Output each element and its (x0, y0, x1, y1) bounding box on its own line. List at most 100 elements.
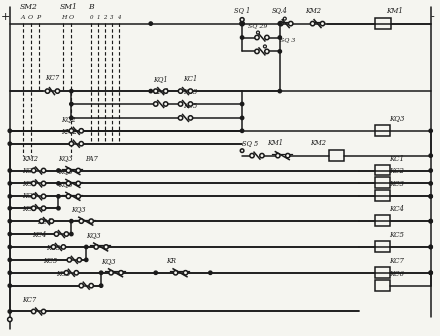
Circle shape (70, 219, 73, 223)
Text: KC2: KC2 (389, 167, 404, 175)
Circle shape (8, 169, 11, 172)
Text: KC3: KC3 (22, 205, 36, 213)
Text: B: B (88, 3, 94, 11)
Circle shape (429, 182, 433, 185)
Circle shape (31, 194, 36, 199)
Circle shape (109, 270, 113, 275)
Circle shape (70, 233, 73, 236)
Circle shape (164, 102, 168, 106)
Circle shape (310, 22, 315, 26)
Circle shape (49, 219, 54, 223)
Circle shape (57, 182, 60, 185)
Text: KQ3: KQ3 (86, 231, 101, 239)
Circle shape (8, 207, 11, 210)
Circle shape (76, 181, 81, 185)
Text: KC7: KC7 (389, 257, 404, 265)
Circle shape (209, 271, 212, 275)
Text: KC7: KC7 (46, 74, 60, 82)
Circle shape (67, 258, 72, 262)
Text: +: + (1, 12, 11, 22)
Circle shape (8, 195, 11, 198)
Circle shape (89, 284, 93, 288)
Text: -: - (431, 12, 435, 22)
Circle shape (8, 310, 11, 313)
Circle shape (429, 245, 433, 249)
Text: SQ.4: SQ.4 (272, 7, 288, 15)
Circle shape (154, 102, 158, 106)
Text: KQ3: KQ3 (101, 257, 116, 265)
Circle shape (178, 116, 183, 120)
Circle shape (240, 149, 244, 153)
Circle shape (255, 49, 259, 53)
Circle shape (275, 154, 280, 158)
Circle shape (79, 219, 84, 223)
Text: KC6: KC6 (56, 270, 71, 278)
Circle shape (31, 206, 36, 210)
Text: KQ3: KQ3 (71, 205, 86, 213)
Text: 1: 1 (96, 15, 100, 19)
Circle shape (69, 129, 73, 133)
Circle shape (429, 129, 433, 132)
Circle shape (8, 245, 11, 249)
Bar (375, 165, 390, 175)
Circle shape (8, 219, 11, 223)
Text: SQ 1: SQ 1 (234, 7, 250, 15)
Circle shape (89, 219, 93, 223)
Circle shape (320, 22, 325, 26)
Circle shape (31, 168, 36, 173)
Circle shape (183, 270, 188, 275)
Bar (375, 177, 390, 188)
Text: KC1: KC1 (389, 155, 404, 163)
Circle shape (178, 89, 183, 93)
Text: KQ3: KQ3 (59, 155, 73, 163)
Text: KQ3: KQ3 (59, 167, 73, 175)
Text: KC2: KC2 (22, 180, 36, 188)
Circle shape (264, 45, 266, 48)
Text: KC3: KC3 (183, 88, 198, 96)
Text: P: P (37, 15, 41, 19)
Circle shape (240, 36, 244, 39)
Circle shape (429, 195, 433, 198)
Circle shape (188, 89, 193, 93)
Circle shape (84, 245, 88, 249)
Circle shape (429, 271, 433, 275)
Circle shape (188, 102, 193, 106)
Text: SQ 3: SQ 3 (280, 38, 295, 42)
Bar (375, 267, 390, 278)
Circle shape (51, 245, 56, 249)
Text: KC5: KC5 (389, 231, 404, 239)
Bar (375, 125, 390, 136)
Circle shape (41, 194, 46, 199)
Text: KR: KR (165, 257, 176, 265)
Circle shape (45, 89, 50, 93)
Text: KM1: KM1 (153, 88, 169, 96)
Text: KQ1: KQ1 (153, 75, 167, 83)
Circle shape (8, 142, 11, 145)
Text: KQ3: KQ3 (389, 114, 404, 122)
Text: KQ2: KQ2 (62, 115, 76, 123)
Bar (375, 241, 390, 252)
Circle shape (188, 116, 193, 120)
Circle shape (41, 206, 46, 210)
Circle shape (173, 270, 178, 275)
Circle shape (94, 245, 99, 249)
Circle shape (8, 284, 11, 287)
Circle shape (164, 89, 168, 93)
Circle shape (31, 309, 36, 314)
Circle shape (289, 22, 293, 26)
Circle shape (79, 284, 84, 288)
Circle shape (429, 169, 433, 172)
Circle shape (41, 309, 46, 314)
Circle shape (69, 141, 73, 146)
Bar (375, 280, 390, 291)
Bar (375, 215, 390, 226)
Circle shape (265, 35, 269, 40)
Circle shape (240, 22, 244, 25)
Text: KM2: KM2 (310, 139, 326, 147)
Circle shape (57, 169, 60, 172)
Text: SM1: SM1 (59, 3, 77, 11)
Circle shape (57, 195, 60, 198)
Circle shape (278, 36, 282, 39)
Circle shape (429, 195, 433, 198)
Circle shape (55, 89, 60, 93)
